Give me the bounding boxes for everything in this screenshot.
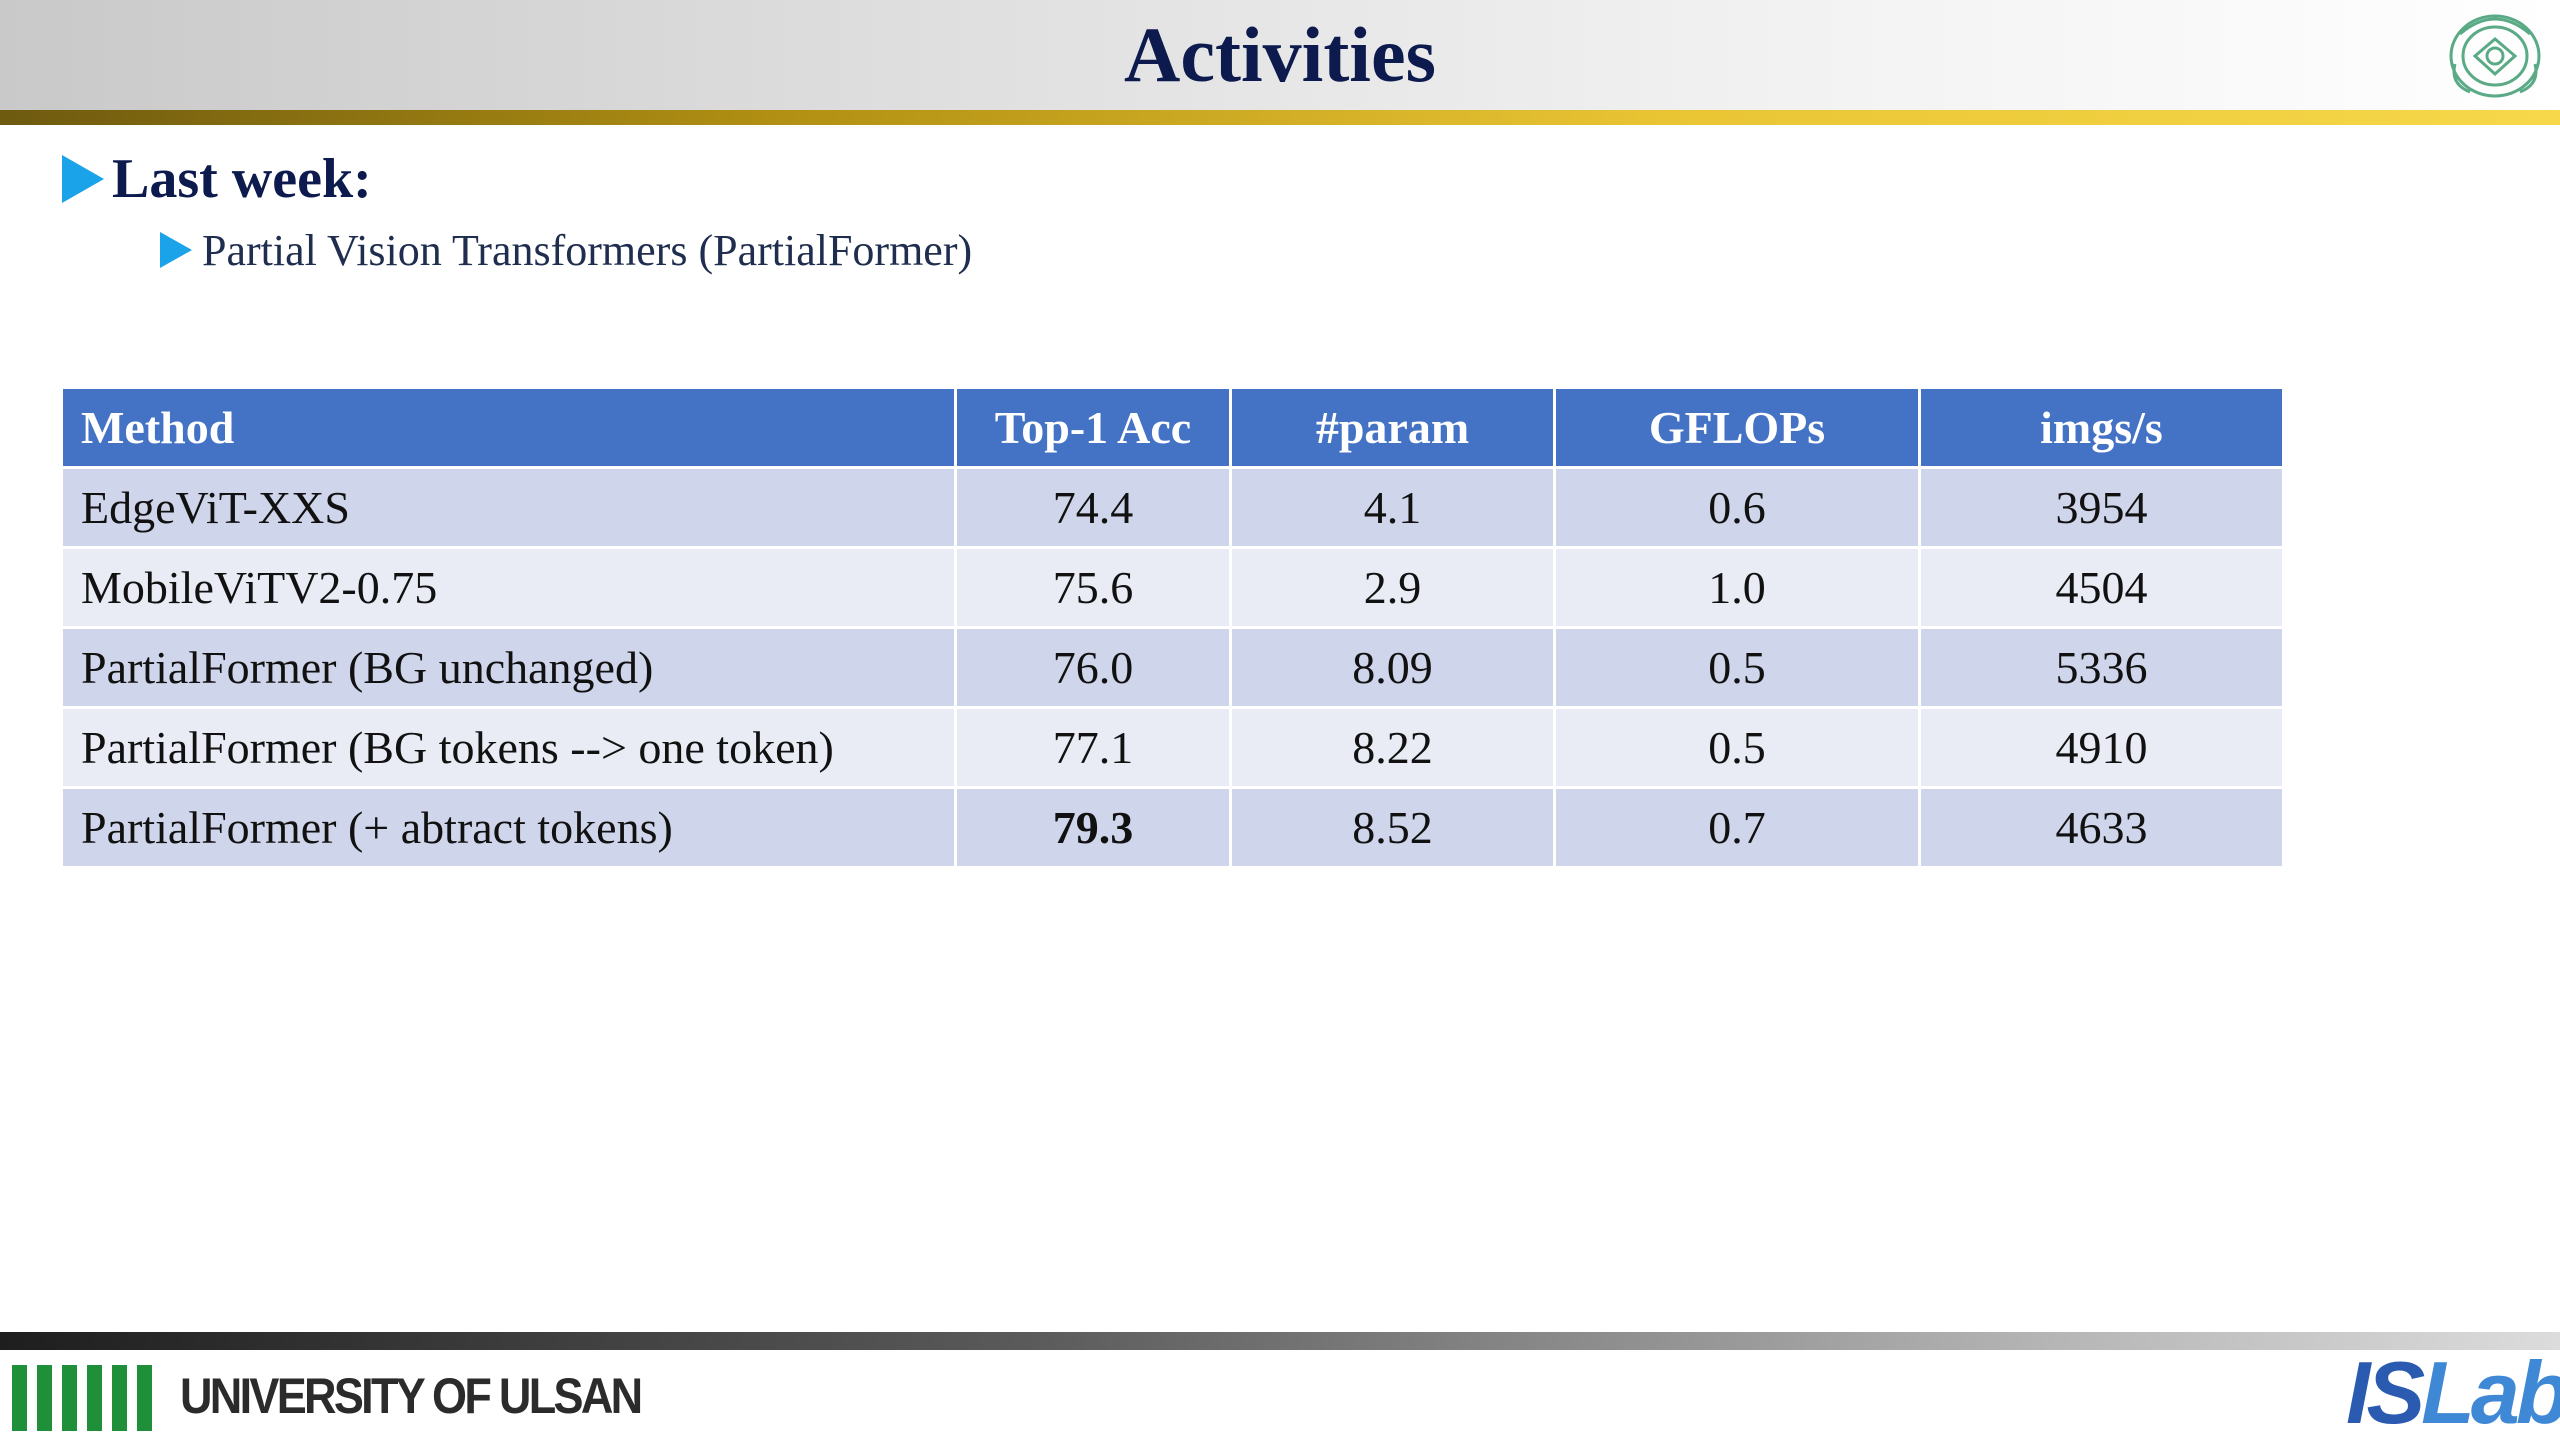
islab-suffix: Lab (2421, 1343, 2560, 1442)
header-imgs-per-s: imgs/s (1918, 386, 2285, 469)
cell-gflops: 0.5 (1553, 706, 1921, 789)
table-row: MobileViTV2-0.75 75.6 2.9 1.0 4504 (60, 546, 2285, 629)
bullet-level1-text: Last week: (112, 148, 372, 210)
table-row: PartialFormer (BG unchanged) 76.0 8.09 0… (60, 626, 2285, 709)
table-row: PartialFormer (BG tokens --> one token) … (60, 706, 2285, 789)
cell-method: PartialFormer (BG tokens --> one token) (60, 706, 957, 789)
cell-param: 2.9 (1229, 546, 1556, 629)
cell-gflops: 0.6 (1553, 466, 1921, 549)
cell-param: 4.1 (1229, 466, 1556, 549)
cell-method: EdgeViT-XXS (60, 466, 957, 549)
cell-top1-acc: 76.0 (954, 626, 1232, 709)
cell-method: MobileViTV2-0.75 (60, 546, 957, 629)
results-table: Method Top-1 Acc #param GFLOPs imgs/s Ed… (60, 386, 2285, 869)
triangle-right-icon (160, 232, 192, 268)
university-logo: UNIVERSITY OF ULSAN (12, 1360, 692, 1432)
bullet-level2: Partial Vision Transformers (PartialForm… (160, 222, 972, 278)
cell-gflops: 0.5 (1553, 626, 1921, 709)
cell-method: PartialFormer (BG unchanged) (60, 626, 957, 709)
header-top1-acc: Top-1 Acc (954, 386, 1232, 469)
bullet-level2-text: Partial Vision Transformers (PartialForm… (202, 225, 973, 275)
university-name: UNIVERSITY OF ULSAN (180, 1368, 643, 1424)
title-bar (0, 0, 2560, 110)
cell-param: 8.52 (1229, 786, 1556, 869)
cell-imgs-per-s: 3954 (1918, 466, 2285, 549)
cell-imgs-per-s: 4504 (1918, 546, 2285, 629)
bullet-level1: Last week: (62, 146, 372, 212)
uou-bars-icon (12, 1361, 162, 1431)
cell-top1-acc-best: 79.3 (954, 786, 1232, 869)
slide-title: Activities (1124, 11, 1436, 98)
cell-method: PartialFormer (+ abtract tokens) (60, 786, 957, 869)
cell-top1-acc: 77.1 (954, 706, 1232, 789)
cell-top1-acc: 74.4 (954, 466, 1232, 549)
header-gflops: GFLOPs (1553, 386, 1921, 469)
cell-imgs-per-s: 5336 (1918, 626, 2285, 709)
cell-param: 8.22 (1229, 706, 1556, 789)
cell-imgs-per-s: 4633 (1918, 786, 2285, 869)
islab-logo: ISLab (2346, 1348, 2560, 1438)
cell-gflops: 1.0 (1553, 546, 1921, 629)
table-row: EdgeViT-XXS 74.4 4.1 0.6 3954 (60, 466, 2285, 549)
cell-imgs-per-s: 4910 (1918, 706, 2285, 789)
footer-rule (0, 1332, 2560, 1350)
islab-prefix: IS (2346, 1343, 2425, 1442)
table-header-row: Method Top-1 Acc #param GFLOPs imgs/s (60, 386, 2285, 469)
cell-top1-acc: 75.6 (954, 546, 1232, 629)
table-row: PartialFormer (+ abtract tokens) 79.3 8.… (60, 786, 2285, 869)
title-gold-rule (0, 110, 2560, 125)
triangle-right-icon (62, 155, 104, 203)
header-method: Method (60, 386, 957, 469)
university-seal-icon (2449, 14, 2541, 98)
header-param: #param (1229, 386, 1556, 469)
cell-gflops: 0.7 (1553, 786, 1921, 869)
cell-param: 8.09 (1229, 626, 1556, 709)
